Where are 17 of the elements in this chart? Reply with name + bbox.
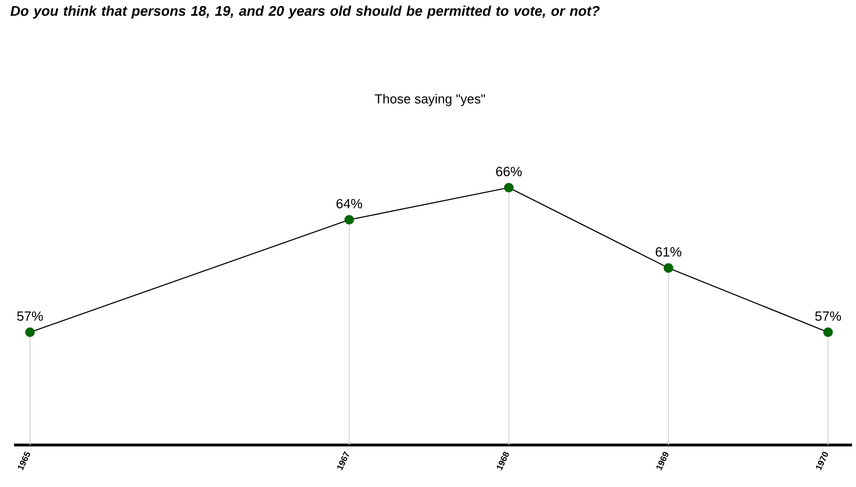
chart-title: Do you think that persons 18, 19, and 20 years old should be permitted to vote, or not? <box>10 6 600 19</box>
data-label: 61% <box>656 247 682 257</box>
x-tick-label: 1970 <box>816 452 828 470</box>
x-tick-label: 1967 <box>337 451 349 470</box>
x-tick-label: 1965 <box>18 451 30 470</box>
point <box>664 263 674 273</box>
data-label: 57% <box>17 311 43 321</box>
point <box>504 182 514 192</box>
data-label: 66% <box>496 166 522 176</box>
point <box>344 214 354 225</box>
point <box>25 327 35 338</box>
x-tick-label: 1969 <box>656 452 668 470</box>
chart-subtitle: Those saying "yes" <box>374 94 485 106</box>
data-label: 64% <box>336 198 362 208</box>
x-tick-label: 1968 <box>496 452 509 470</box>
point <box>823 327 833 338</box>
data-label: 57% <box>815 311 841 321</box>
